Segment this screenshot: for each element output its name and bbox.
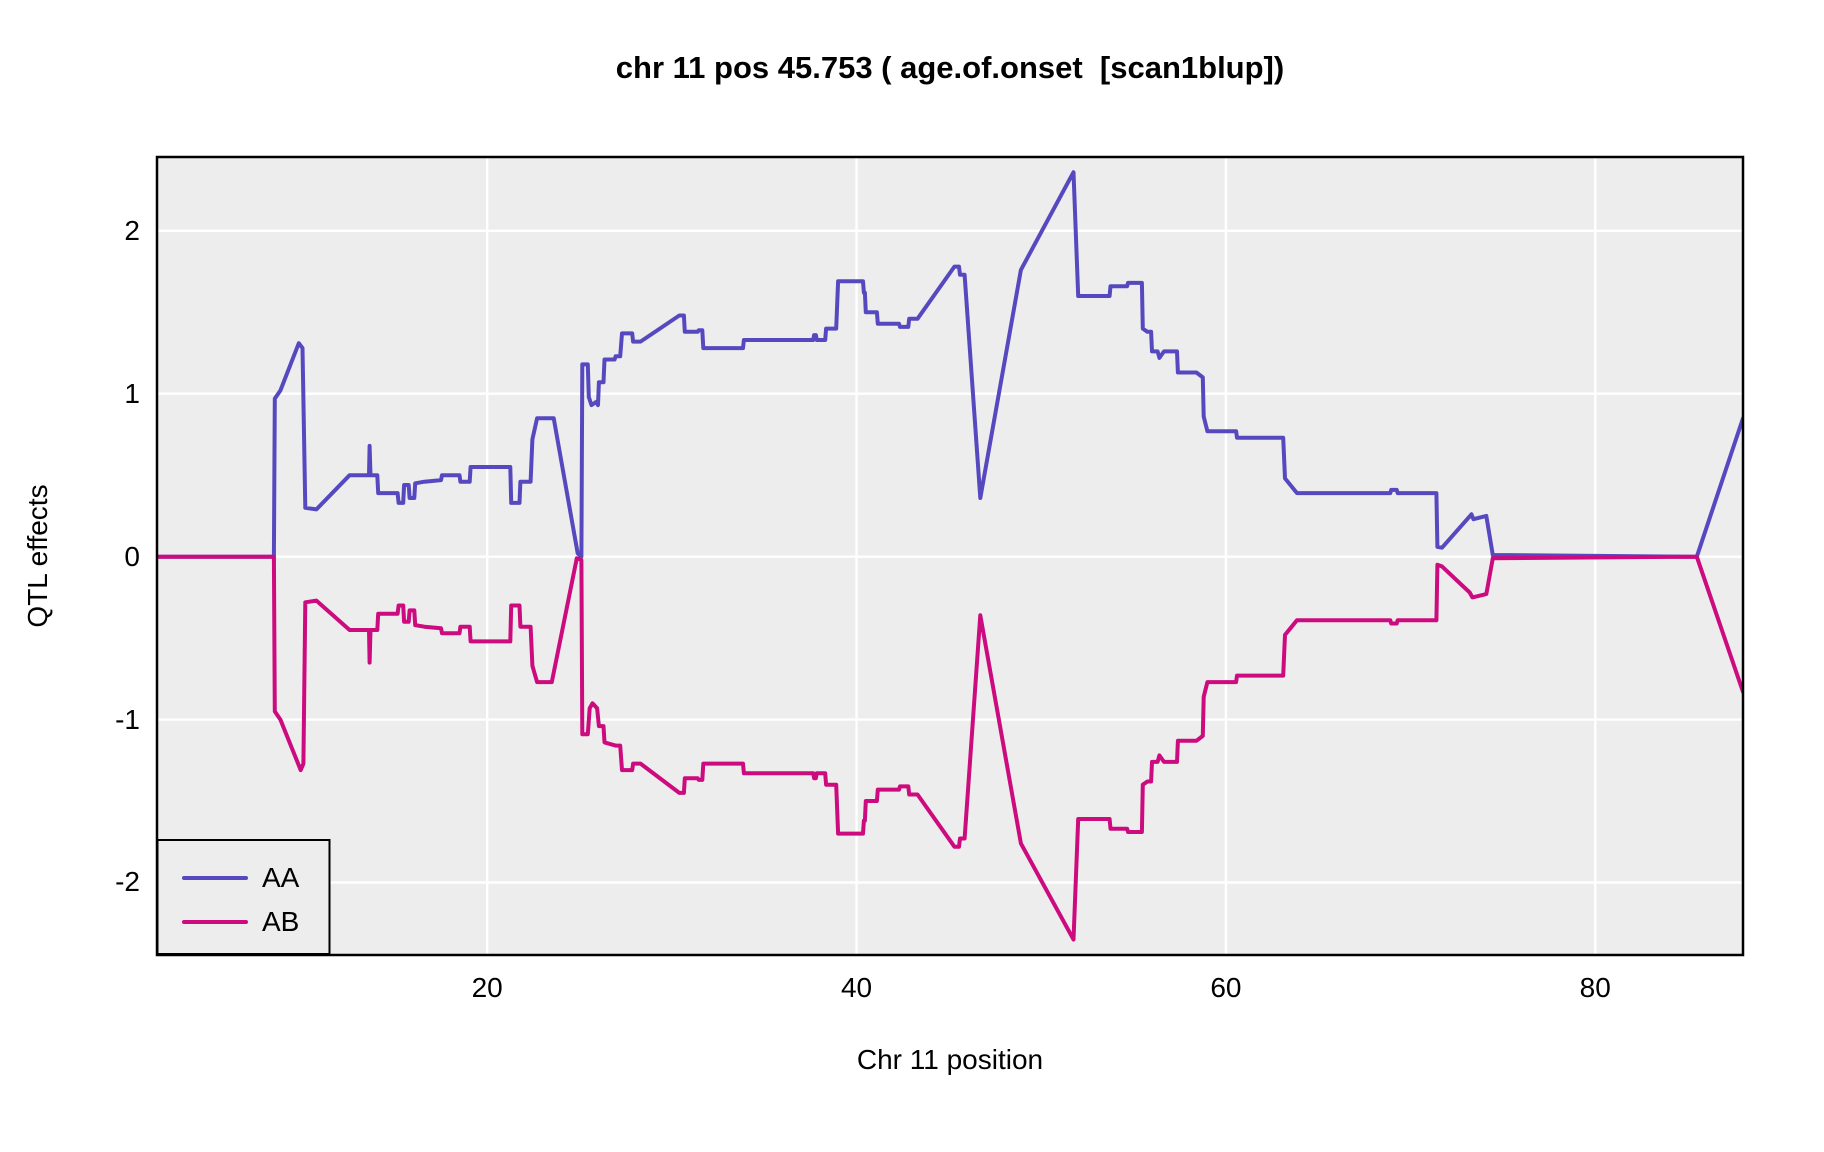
- gridlines: [157, 157, 1743, 955]
- legend-label-aa: AA: [262, 862, 300, 893]
- y-tick-label-neg1: -1: [115, 703, 140, 735]
- x-tick-label-40: 40: [840, 972, 873, 1003]
- y-tick-label-neg2: -2: [115, 866, 140, 898]
- chart-title: chr 11 pos 45.753 ( age.of.onset [scan1b…: [615, 50, 1285, 85]
- x-tick-label-60: 60: [1210, 972, 1242, 1003]
- legend-label-ab: AB: [262, 906, 300, 937]
- x-tick-label-20: 20: [471, 972, 503, 1003]
- legend: [156, 839, 331, 955]
- x-tick-label-80: 80: [1579, 972, 1611, 1003]
- y-tick-label-1: 1: [124, 377, 140, 409]
- panel-border: [155, 155, 1745, 957]
- y-tick-label-2: 2: [124, 214, 140, 246]
- legend-frame: [156, 839, 331, 955]
- series-lines: [157, 170, 1743, 942]
- x-axis-label: Chr 11 position: [856, 1044, 1044, 1075]
- series-line-AA: [157, 170, 1743, 559]
- y-tick-label-0: 0: [124, 540, 140, 572]
- series-line-AB: [157, 554, 1743, 942]
- y-axis-label: QTL effects: [22, 484, 53, 628]
